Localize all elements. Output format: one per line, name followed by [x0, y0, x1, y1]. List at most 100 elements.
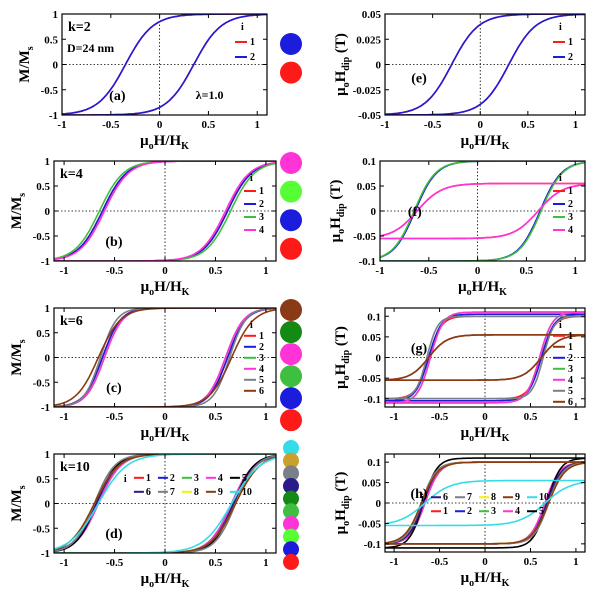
legend: i1 2 3 4	[244, 173, 264, 236]
legend-entry: 2	[568, 52, 573, 63]
legend-entry: 6	[443, 492, 448, 503]
y-tick-label: 0.5	[44, 34, 58, 46]
legend-entry: 9	[218, 487, 223, 498]
x-tick-label: -0.5	[424, 119, 442, 131]
legend: i 1 2 3 4 5 6 7 8 9 10	[124, 473, 252, 498]
panel-label: (h)	[410, 487, 427, 502]
legend-title: i	[241, 22, 244, 33]
series-2-curve	[385, 14, 585, 115]
x-tick-label: 1	[263, 557, 269, 569]
x-axis-label: μoH/HK	[458, 279, 507, 298]
spin-color-dot	[280, 237, 302, 260]
legend-entry: 10	[539, 492, 549, 503]
series-6-curve	[385, 334, 585, 381]
y-tick-label: -0.5	[33, 523, 51, 535]
spin-color-dot	[280, 321, 302, 344]
legend-entry: 10	[242, 487, 252, 498]
y-tick-label: 0.05	[362, 9, 382, 21]
series-group	[385, 311, 585, 404]
legend-entry: 5	[568, 386, 573, 397]
x-tick-label: 0.5	[209, 411, 223, 423]
series-2-curve	[385, 313, 585, 402]
legend-entry: 4	[568, 225, 573, 236]
spin-color-dot	[280, 180, 302, 203]
series-10-curve	[385, 481, 585, 527]
legend-entry: 2	[250, 52, 255, 63]
panel-label: (g)	[411, 342, 428, 357]
legend-entry: 6	[146, 487, 151, 498]
legend: i1 2	[235, 22, 255, 63]
y-tick-label: 0.025	[356, 34, 381, 46]
x-tick-label: -1	[390, 411, 399, 423]
spin-color-dot	[283, 515, 299, 532]
series-5-curve	[385, 315, 585, 400]
x-tick-label: 0.5	[520, 265, 534, 277]
spin-color-dot	[283, 503, 299, 520]
panel-d: -1 -0.5 0 0.5 1 -1 -0.5 0 0.5 1 μoH/HK M/Ms (d) k=10 i…	[9, 440, 299, 590]
y-tick-label: -0.05	[358, 110, 381, 122]
y-tick-label: 0.1	[367, 311, 381, 323]
x-tick-label: 0.5	[209, 265, 223, 277]
series-2-curve	[385, 313, 585, 402]
x-tick-label: -1	[60, 557, 69, 569]
x-tick-label: 0.5	[521, 119, 535, 131]
x-tick-label: 1	[573, 411, 579, 423]
legend-entry: 1	[568, 342, 573, 353]
y-tick-label: 1	[53, 9, 59, 21]
y-tick-label: 0	[45, 353, 51, 365]
x-tick-label: 1	[573, 556, 579, 568]
x-tick-label: -0.5	[106, 265, 124, 277]
y-axis-label: M/Ms	[9, 339, 28, 376]
x-axis-label: μoH/HK	[461, 570, 510, 589]
x-axis-label: μoH/HK	[141, 425, 190, 444]
legend-entry: 3	[259, 212, 264, 223]
spin-color-dot	[283, 490, 299, 507]
legend-entry: 2	[568, 199, 573, 210]
x-tick-label: 1	[573, 119, 579, 131]
y-tick-label: -1	[41, 256, 50, 268]
x-tick-label: 0	[162, 265, 168, 277]
legend-title: i	[559, 173, 562, 184]
y-axis-label: M/Ms	[17, 46, 36, 83]
legend-entry: 3	[259, 353, 264, 364]
panel-label: (a)	[109, 89, 126, 104]
panel-label: (e)	[411, 72, 427, 87]
y-tick-label: 0	[45, 499, 51, 511]
legend-entry: 5	[259, 375, 264, 386]
x-tick-label: -1	[60, 411, 69, 423]
series-1-curve	[385, 14, 585, 115]
x-tick-label: 0	[475, 265, 481, 277]
legend-title: i	[559, 320, 562, 331]
y-tick-label: 0	[376, 353, 382, 365]
y-tick-label: -0.1	[359, 256, 376, 268]
x-tick-label: 1	[572, 265, 578, 277]
x-tick-label: 0.5	[202, 119, 216, 131]
legend-entry: 4	[259, 225, 264, 236]
legend-entry: 5	[539, 506, 544, 517]
x-tick-label: -0.5	[106, 557, 124, 569]
k-label: k=6	[60, 314, 83, 329]
legend-entry: 8	[491, 492, 496, 503]
legend-entry: 1	[259, 186, 264, 197]
x-tick-label: 1	[263, 265, 269, 277]
spin-color-dot	[280, 152, 302, 174]
x-tick-label: 0	[162, 557, 168, 569]
spin-color-dot	[283, 541, 299, 558]
x-tick-label: -0.5	[431, 411, 449, 423]
x-tick-label: -0.5	[106, 411, 124, 423]
panel-h: -1 -0.5 0 0.5 1 -0.1 -0.05 0 0.05 0.1 μoH/HK μoHdip…	[333, 453, 586, 589]
y-tick-label: 1	[45, 156, 51, 168]
legend-entry: 3	[491, 506, 496, 517]
x-tick-label: 0.5	[209, 557, 223, 569]
k-label: k=4	[60, 167, 83, 182]
annotation-diameter: D=24 nm	[67, 41, 114, 55]
spin-color-dot	[283, 528, 299, 545]
x-axis-label: μoH/HK	[140, 133, 189, 152]
spin-color-dot	[280, 33, 302, 55]
series-group	[385, 457, 585, 549]
y-tick-label: 0	[371, 206, 377, 218]
legend-entry: 7	[467, 492, 472, 503]
x-axis-label: μoH/HK	[141, 571, 190, 590]
series-8-curve	[385, 461, 585, 544]
